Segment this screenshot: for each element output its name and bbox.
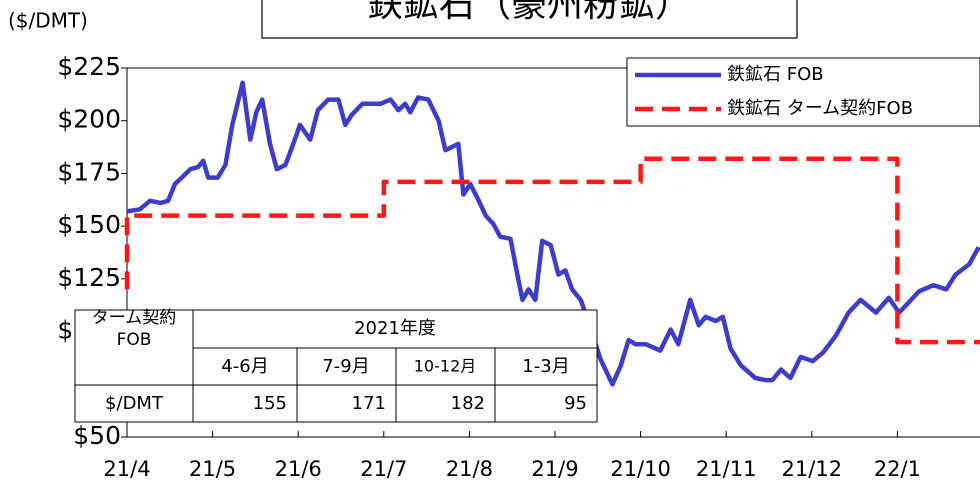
legend-frame (626, 57, 980, 127)
table-frame (74, 309, 598, 423)
y-tick-label: $125 (57, 263, 121, 292)
x-tick-label: 21/6 (275, 457, 322, 481)
x-tick-label: 21/8 (446, 457, 493, 481)
x-tick-label: 21/11 (696, 457, 757, 481)
y-tick-label: $225 (57, 52, 121, 81)
chart-title: 鉄鉱石（豪州粉鉱） (367, 0, 691, 25)
y-axis-unit: ($/DMT) (8, 9, 88, 33)
x-tick-label: 21/4 (103, 457, 150, 481)
title-box (261, 0, 798, 39)
x-tick-label: 21/7 (360, 457, 407, 481)
x-tick-label: 21/9 (531, 457, 578, 481)
table-cell: 155 (253, 393, 287, 414)
x-tick-label: 21/12 (782, 457, 843, 481)
table-column-header: 10-12月 (414, 357, 477, 376)
x-tick-label: 21/10 (610, 457, 671, 481)
x-tick-label: 21/5 (189, 457, 236, 481)
legend-label: 鉄鉱石 FOB (727, 64, 824, 85)
x-tick-label: 22/1 (874, 457, 921, 481)
legend: 鉄鉱石 FOB 鉄鉱石 ターム契約FOB (626, 57, 980, 127)
data-line (126, 80, 980, 387)
table-cell: 171 (352, 393, 386, 414)
table-group-header: 2021年度 (354, 318, 436, 339)
y-tick-label: $150 (57, 210, 121, 239)
legend-label: 鉄鉱石 ターム契約FOB (727, 98, 913, 119)
inset-table: ターム契約 FOB 2021年度 4-6月 7-9月 10-12月 1-3月 $/… (74, 308, 598, 423)
table-cell: 95 (564, 393, 587, 414)
table-column-header: 1-3月 (522, 356, 569, 377)
table-cell: 182 (451, 393, 485, 414)
y-tick-label: $175 (57, 157, 121, 186)
y-tick-label: $50 (73, 421, 121, 450)
y-tick-label: $200 (57, 105, 121, 134)
data-line (124, 156, 980, 345)
table-corner: ターム契約 FOB (92, 308, 177, 350)
table-column-header: 7-9月 (322, 356, 369, 377)
table-column-header: 4-6月 (221, 356, 268, 377)
table-row-label: $/DMT (105, 393, 164, 414)
